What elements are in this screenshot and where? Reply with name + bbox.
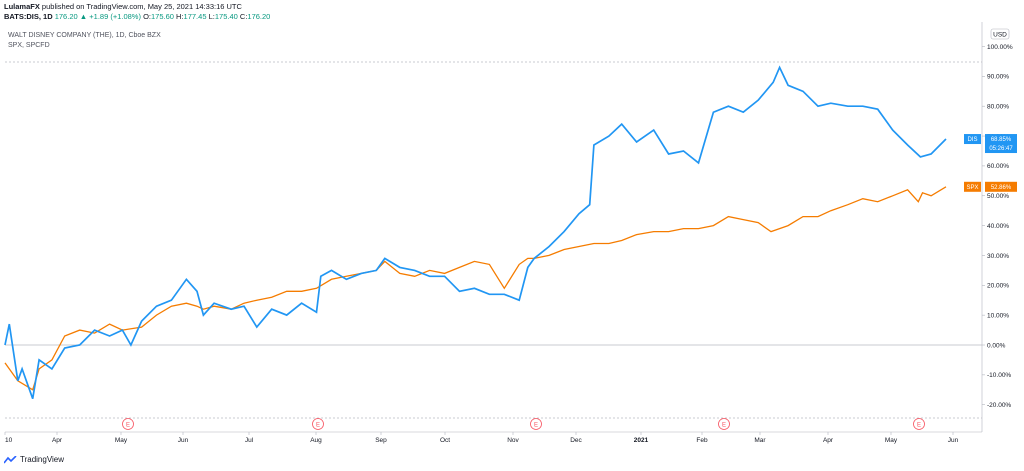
- currency-label: USD: [993, 32, 1007, 39]
- price-tick-label: 90.00%: [987, 74, 1009, 81]
- time-tick-label: Jun: [948, 437, 959, 444]
- brand-name: TradingView: [20, 455, 65, 464]
- earnings-marker-label: E: [722, 422, 726, 428]
- time-tick-label: 10: [5, 437, 13, 444]
- published-text: published on TradingView.com, May 25, 20…: [39, 2, 242, 11]
- open-value: 175.60: [151, 12, 174, 21]
- close-label: C:: [239, 12, 248, 21]
- time-tick-label: Aug: [310, 437, 322, 444]
- time-tick-label: Sep: [375, 437, 387, 444]
- price-change: ▲ +1.89 (+1.08%): [79, 12, 141, 21]
- earnings-marker-label: E: [534, 422, 538, 428]
- footer-brand[interactable]: TradingView: [4, 455, 64, 464]
- price-tick-label: 30.00%: [987, 253, 1009, 260]
- legend-main-series[interactable]: WALT DISNEY COMPANY (THE), 1D, Cboe BZX: [8, 32, 161, 39]
- earnings-marker-label: E: [917, 422, 921, 428]
- earnings-marker-icon[interactable]: [718, 418, 730, 430]
- earnings-marker-icon[interactable]: [312, 418, 324, 430]
- price-tick-label: 20.00%: [987, 283, 1009, 290]
- high-value: 177.45: [183, 12, 207, 21]
- price-tick-label: 0.00%: [987, 342, 1006, 349]
- spx-tag-name: SPX: [966, 185, 978, 191]
- time-tick-label: Apr: [52, 437, 63, 444]
- time-tick-label: Nov: [507, 437, 519, 444]
- price-axis-ticks[interactable]: 100.00%90.00%80.00%70.00%60.00%50.00%40.…: [982, 44, 1013, 409]
- last-price: 176.20: [54, 12, 78, 21]
- price-tick-label: 60.00%: [987, 163, 1009, 170]
- earnings-marker-label: E: [316, 422, 320, 428]
- bar-countdown: 05:26:47: [989, 146, 1013, 152]
- spx-series-line[interactable]: [4, 186, 947, 391]
- price-tick-label: 80.00%: [987, 104, 1009, 111]
- dis-series-line[interactable]: [4, 65, 947, 399]
- high-label: H:: [176, 12, 184, 21]
- time-tick-label: Jun: [178, 437, 189, 444]
- open-label: O:: [143, 12, 151, 21]
- spx-last-value-tag: SPX 52.86%: [964, 181, 1017, 192]
- tradingview-logo-icon: [4, 455, 17, 463]
- price-tick-label: -20.00%: [987, 402, 1011, 409]
- currency-badge[interactable]: USD: [990, 28, 1010, 40]
- time-tick-label: May: [885, 437, 898, 444]
- price-tick-label: -10.00%: [987, 372, 1011, 379]
- time-tick-label: Oct: [440, 437, 450, 444]
- publisher-name[interactable]: LulamaFX: [4, 2, 40, 11]
- price-tick-label: 10.00%: [987, 312, 1009, 319]
- legend-compare-series[interactable]: SPX, SPCFD: [8, 42, 50, 49]
- spx-tag-value: 52.86%: [991, 185, 1012, 191]
- time-tick-label: May: [115, 437, 128, 444]
- price-tick-label: 100.00%: [987, 44, 1013, 51]
- publish-info: LulamaFX published on TradingView.com, M…: [4, 2, 242, 11]
- time-tick-label: Feb: [696, 437, 708, 444]
- earnings-marker-icon[interactable]: [122, 418, 134, 430]
- dis-last-value-tag: DIS 68.85% 05:26:47: [964, 134, 1017, 154]
- dis-tag-name: DIS: [967, 137, 977, 143]
- close-value: 176.20: [247, 12, 271, 21]
- symbol-label[interactable]: BATS:DIS, 1D: [4, 12, 53, 21]
- earnings-marker-icon[interactable]: [530, 418, 542, 430]
- earnings-marker-icon[interactable]: [913, 418, 925, 430]
- price-tick-label: 50.00%: [987, 193, 1009, 200]
- price-tick-label: 40.00%: [987, 223, 1009, 230]
- ohlc-bar: BATS:DIS, 1D 176.20 ▲ +1.89 (+1.08%) O:1…: [4, 12, 270, 21]
- low-label: L:: [208, 12, 215, 21]
- low-value: 175.40: [214, 12, 238, 21]
- earnings-marker-label: E: [126, 422, 130, 428]
- time-tick-label: 2021: [634, 437, 649, 444]
- time-axis-ticks[interactable]: 10 Apr May Jun Jul Aug Sep Oct Nov Dec 2021 Feb Mar A…: [4, 432, 959, 444]
- dis-tag-value: 68.85%: [991, 137, 1012, 143]
- time-tick-label: Apr: [823, 437, 834, 444]
- time-tick-label: Mar: [754, 437, 766, 444]
- time-tick-label: Dec: [570, 437, 582, 444]
- time-tick-label: Jul: [245, 437, 254, 444]
